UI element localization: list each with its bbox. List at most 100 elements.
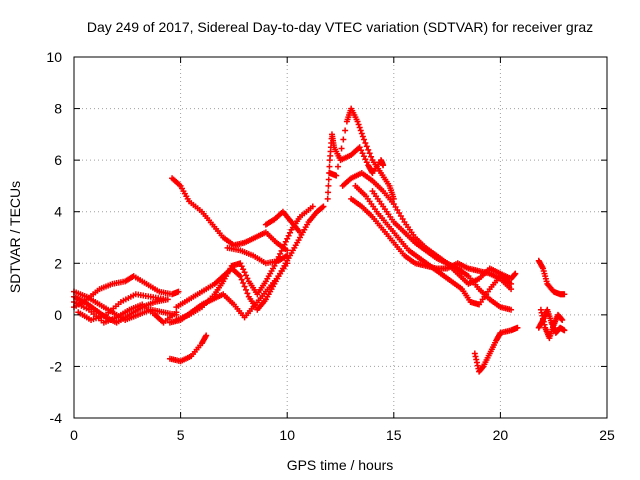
data-point bbox=[238, 263, 245, 270]
data-point bbox=[238, 276, 245, 283]
data-point bbox=[242, 286, 249, 293]
data-point bbox=[175, 288, 182, 295]
y-tick-label: 10 bbox=[46, 49, 62, 65]
data-point bbox=[274, 256, 281, 263]
data-point bbox=[357, 127, 364, 134]
data-point bbox=[275, 253, 282, 260]
data-point bbox=[281, 241, 288, 248]
series-track-18 bbox=[369, 188, 519, 287]
series-track-12 bbox=[262, 208, 303, 236]
data-point bbox=[320, 203, 327, 210]
data-point bbox=[335, 163, 342, 170]
series-track-16 bbox=[352, 182, 515, 308]
series-track-7 bbox=[224, 244, 291, 267]
x-tick-label: 25 bbox=[599, 427, 615, 443]
data-point bbox=[362, 156, 369, 163]
data-point bbox=[508, 306, 515, 313]
data-point bbox=[284, 235, 291, 242]
data-point bbox=[390, 195, 397, 202]
grid bbox=[74, 57, 607, 418]
series-track-11 bbox=[166, 332, 210, 365]
data-point bbox=[326, 163, 333, 170]
data-point bbox=[285, 232, 292, 239]
data-point bbox=[394, 206, 401, 213]
y-axis-label: SDTVAR / TECUs bbox=[7, 181, 23, 293]
data-point bbox=[284, 260, 291, 267]
series-track-6 bbox=[169, 175, 291, 254]
data-point bbox=[358, 130, 365, 137]
data-point bbox=[358, 147, 365, 154]
series-track-13 bbox=[324, 131, 387, 202]
data-point bbox=[365, 146, 372, 153]
data-point bbox=[514, 324, 521, 331]
data-point bbox=[287, 229, 294, 236]
data-point bbox=[380, 162, 387, 169]
data-point bbox=[359, 150, 366, 157]
data-point bbox=[396, 210, 403, 217]
data-point bbox=[336, 154, 343, 161]
data-point bbox=[324, 195, 331, 202]
x-tick-label: 15 bbox=[386, 427, 402, 443]
data-point bbox=[342, 127, 349, 134]
data-point bbox=[325, 189, 332, 196]
data-point bbox=[561, 327, 568, 334]
data-point bbox=[363, 159, 370, 166]
data-points bbox=[71, 105, 568, 375]
data-point bbox=[319, 204, 326, 211]
data-point bbox=[237, 273, 244, 280]
series-track-5 bbox=[75, 291, 169, 324]
series-track-10 bbox=[166, 260, 291, 326]
data-point bbox=[366, 150, 373, 157]
y-tick-label: 2 bbox=[54, 255, 62, 271]
data-point bbox=[559, 317, 566, 324]
data-point bbox=[360, 136, 367, 143]
x-tick-label: 10 bbox=[279, 427, 295, 443]
data-point bbox=[397, 213, 404, 220]
data-point bbox=[368, 153, 375, 160]
data-point bbox=[271, 262, 278, 269]
data-point bbox=[240, 266, 247, 273]
data-point bbox=[338, 145, 345, 152]
axis-ticks: 0 5 10 15 20 25 -4 -2 0 2 4 6 8 10 bbox=[46, 49, 615, 443]
data-point bbox=[241, 269, 248, 276]
data-point bbox=[244, 290, 251, 297]
series-track-17 bbox=[348, 195, 515, 293]
series-track-14 bbox=[326, 105, 397, 202]
series-track-3 bbox=[71, 273, 182, 311]
y-tick-label: 4 bbox=[54, 204, 62, 220]
series-track-8 bbox=[173, 203, 327, 313]
data-point bbox=[203, 332, 210, 339]
data-point bbox=[363, 143, 370, 150]
data-point bbox=[242, 272, 249, 279]
data-point bbox=[237, 260, 244, 267]
x-tick-label: 5 bbox=[177, 427, 185, 443]
data-point bbox=[340, 136, 347, 143]
data-point bbox=[356, 124, 363, 131]
x-axis-label: GPS time / hours bbox=[287, 457, 394, 473]
data-point bbox=[244, 275, 251, 282]
data-point bbox=[279, 244, 286, 251]
data-point bbox=[512, 270, 519, 277]
data-point bbox=[359, 133, 366, 140]
plot-frame bbox=[73, 56, 608, 419]
data-point bbox=[241, 283, 248, 290]
series-track-20 bbox=[535, 257, 568, 298]
data-point bbox=[173, 309, 180, 316]
data-point bbox=[392, 203, 399, 210]
data-point bbox=[309, 203, 316, 210]
series-track-19 bbox=[471, 324, 521, 375]
data-point bbox=[360, 153, 367, 160]
x-tick-label: 20 bbox=[493, 427, 509, 443]
data-point bbox=[282, 238, 289, 245]
data-point bbox=[284, 247, 291, 254]
data-point bbox=[278, 247, 285, 254]
y-tick-label: 0 bbox=[54, 307, 62, 323]
series-track-15 bbox=[339, 170, 515, 313]
chart-title: Day 249 of 2017, Sidereal Day-to-day VTE… bbox=[87, 19, 593, 35]
data-point bbox=[272, 259, 279, 266]
data-point bbox=[333, 172, 340, 179]
data-point bbox=[354, 118, 361, 125]
y-tick-label: 6 bbox=[54, 152, 62, 168]
data-point bbox=[325, 176, 332, 183]
